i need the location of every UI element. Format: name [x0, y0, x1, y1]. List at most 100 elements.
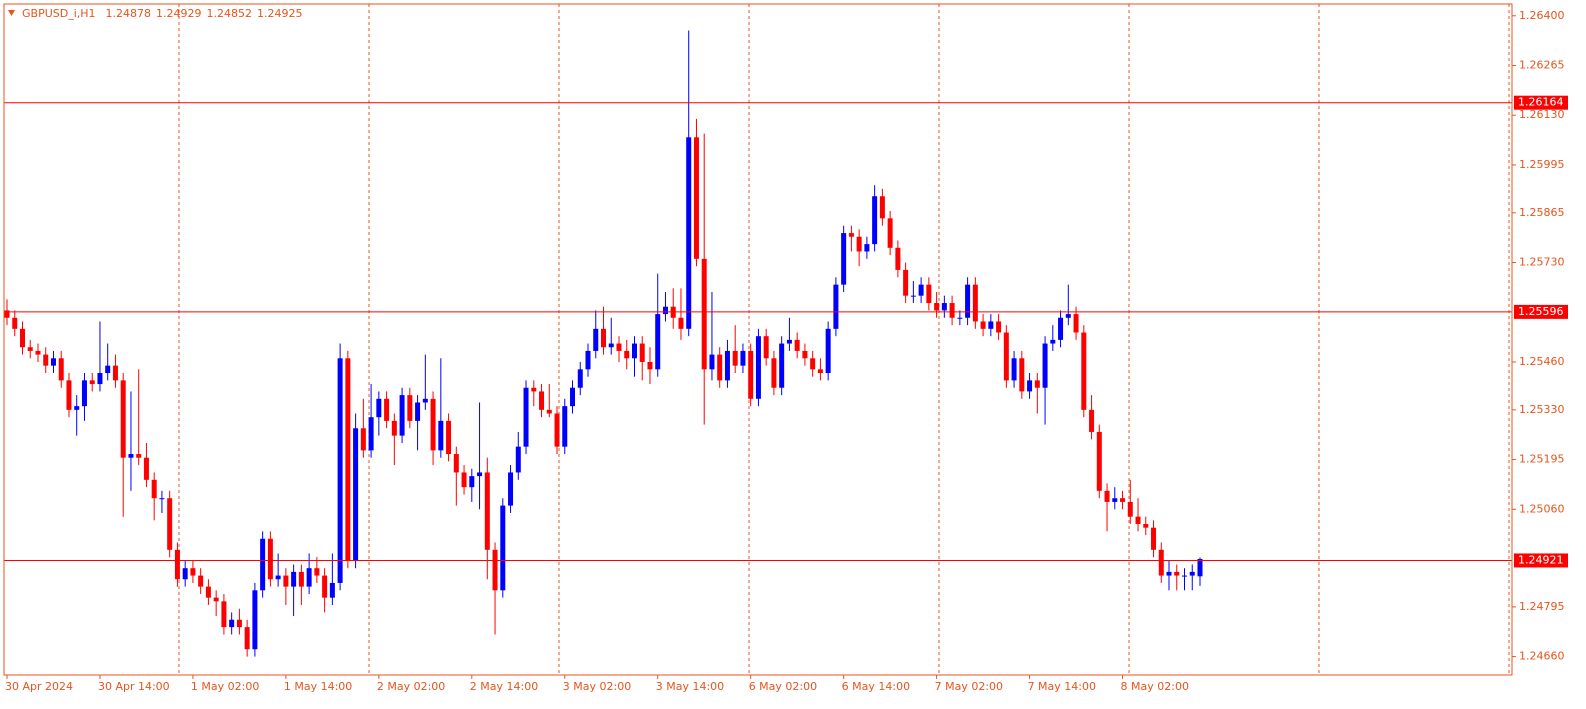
x-tick-label: 8 May 02:00 [1121, 680, 1189, 693]
y-tick-label: 1.26265 [1519, 59, 1565, 72]
candle-body [980, 321, 986, 329]
candle-body [167, 498, 173, 550]
candle-body [647, 361, 653, 370]
candle-body [368, 417, 374, 451]
candle-body [918, 284, 924, 296]
candle-body [1166, 571, 1172, 576]
x-tick-label: 1 May 14:00 [284, 680, 352, 693]
candle-body [314, 568, 320, 576]
candle-body [345, 358, 351, 561]
x-tick-label: 6 May 14:00 [842, 680, 910, 693]
candle-body [143, 457, 149, 480]
candle-body [236, 619, 242, 628]
candle-body [1050, 339, 1056, 344]
candle-body [585, 350, 591, 370]
candle-body [841, 233, 847, 285]
candle-body [151, 479, 157, 499]
candle-body [415, 402, 421, 421]
x-tick-label: 2 May 02:00 [377, 680, 445, 693]
candle-body [972, 284, 978, 322]
candle-body [856, 236, 862, 252]
candle-body [283, 575, 289, 587]
candle-body [329, 582, 335, 598]
x-tick-label: 3 May 02:00 [563, 680, 631, 693]
candle-body [763, 336, 769, 359]
candle-body [205, 586, 211, 598]
candle-body [35, 350, 41, 355]
candle-body [360, 428, 366, 451]
candle-body [384, 398, 390, 421]
candle-body [701, 258, 707, 370]
y-tick-label: 1.25195 [1519, 453, 1565, 466]
candle-body [910, 295, 916, 297]
candle-body [864, 244, 870, 252]
candle-body [1135, 516, 1141, 525]
plot-border [3, 3, 1513, 676]
candle-body [988, 321, 994, 329]
candle-body [639, 343, 645, 362]
candle-body [593, 328, 599, 351]
header-low: 1.24852 [207, 7, 253, 20]
candle-body [322, 575, 328, 598]
candle-body [407, 395, 413, 421]
candle-body [903, 269, 909, 296]
candle-body [252, 590, 258, 650]
candle-body [802, 350, 808, 359]
candle-body [477, 472, 483, 477]
candle-body [1073, 314, 1079, 333]
candle-body [779, 343, 785, 388]
candle-body [539, 391, 545, 410]
candle-body [97, 373, 103, 385]
candle-body [198, 575, 204, 587]
y-tick-label: 1.24795 [1519, 600, 1565, 613]
candle-body [399, 395, 405, 436]
candle-body [174, 549, 180, 580]
candle-body [1197, 558, 1203, 577]
candle-body [872, 196, 878, 245]
candle-body [771, 358, 777, 388]
y-tick-label: 1.25060 [1519, 502, 1565, 515]
candle-body [112, 365, 118, 381]
candle-body [755, 336, 761, 399]
candle-body [438, 420, 444, 451]
candle-body [1120, 498, 1126, 502]
candle-body [616, 343, 622, 351]
candle-body [546, 409, 552, 414]
price-label: 1.26164 [1518, 96, 1564, 109]
candle-body [748, 350, 754, 399]
candle-body [724, 350, 730, 381]
y-tick-label: 1.26130 [1519, 108, 1565, 121]
candle-body [794, 339, 800, 351]
candle-body [221, 601, 227, 628]
candle-body [1104, 490, 1110, 502]
candle-body [740, 350, 746, 366]
candle-body [430, 398, 436, 451]
candle-body [12, 317, 18, 329]
candle-body [43, 354, 49, 366]
candle-body [1174, 571, 1180, 576]
candle-body [291, 571, 297, 587]
header-open: 1.24878 [106, 7, 152, 20]
candle-body [298, 571, 304, 587]
candle-body [1127, 501, 1133, 517]
x-tick-label: 30 Apr 14:00 [98, 680, 170, 693]
x-tick-label: 6 May 02:00 [749, 680, 817, 693]
candle-body [508, 472, 514, 506]
candle-body [965, 284, 971, 318]
candle-body [337, 358, 343, 583]
candle-body [1189, 571, 1195, 576]
candle-body [1065, 314, 1071, 318]
candle-body [1034, 380, 1040, 388]
candle-body [469, 476, 475, 488]
candle-body [461, 472, 467, 488]
y-tick-label: 1.25330 [1519, 403, 1565, 416]
candle-body [1081, 332, 1087, 410]
candle-body [267, 538, 273, 580]
candle-body [58, 358, 64, 381]
candle-body [1058, 317, 1064, 340]
candle-body [50, 358, 56, 366]
candle-body [895, 247, 901, 270]
candle-body [848, 233, 854, 237]
candle-body [996, 321, 1002, 333]
